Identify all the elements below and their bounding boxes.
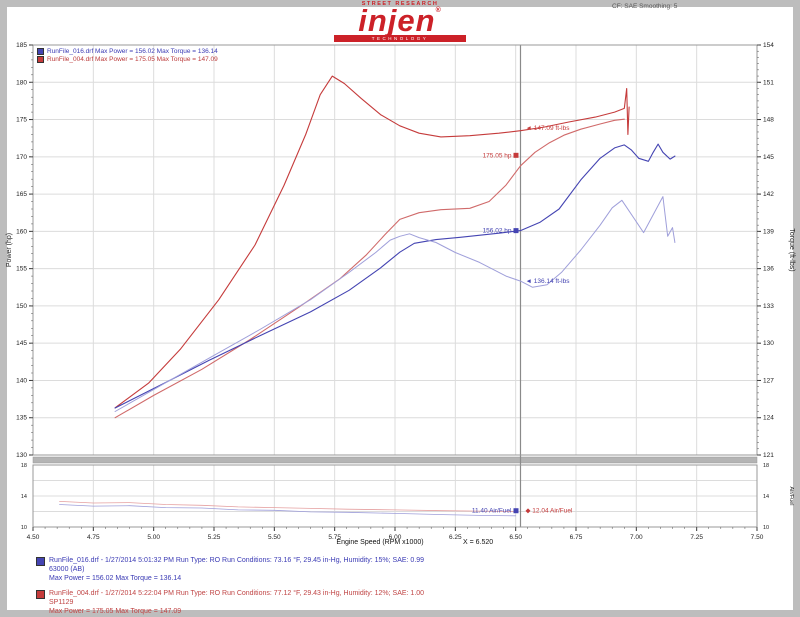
legend-blue-text: RunFile_016.drf Max Power = 156.02 Max T…: [47, 47, 218, 55]
annotation-blue: 11.40 Air/Fuel: [472, 508, 512, 515]
series-red_torque: [114, 75, 630, 409]
x-tick-label: 6.75: [570, 534, 583, 541]
power-tick-label: 130: [16, 452, 27, 459]
torque-tick-label: 154: [763, 42, 774, 49]
x-tick-label: 5.00: [147, 534, 160, 541]
annotation-blue: 156.02 hp: [483, 228, 512, 235]
x-tick-label: 6.50: [509, 534, 522, 541]
torque-tick-label: 133: [763, 303, 774, 310]
chart-separator: [32, 456, 758, 464]
registered-mark-icon: ®: [435, 6, 442, 14]
x-tick-label: 7.50: [751, 534, 764, 541]
x-tick-label: 4.50: [27, 534, 40, 541]
legend-row-red: RunFile_004.drf Max Power = 175.05 Max T…: [37, 55, 218, 63]
injen-logo: STREET RESEARCH injen® TECHNOLOGY: [320, 1, 480, 42]
power-tick-label: 185: [16, 42, 27, 49]
torque-tick-label: 145: [763, 154, 774, 161]
power-tick-label: 135: [16, 415, 27, 422]
torque-tick-label: 139: [763, 228, 774, 235]
afr-tick-label: 14: [21, 494, 27, 500]
annotation-blue: ◄ 136.14 ft-lbs: [525, 278, 570, 285]
torque-axis-title: Torque (ft-lbs): [788, 228, 795, 271]
afr-tick-label: 18: [21, 463, 27, 469]
run-blue-line1: RunFile_016.drf - 1/27/2014 5:01:32 PM R…: [49, 557, 425, 564]
logo-street-research-text: STREET RESEARCH: [361, 1, 439, 7]
x-tick-label: 5.50: [268, 534, 281, 541]
power-tick-label: 155: [16, 266, 27, 273]
afr-axis-title: Air/Fuel: [788, 487, 794, 506]
run-info-blue: RunFile_016.drf - 1/27/2014 5:01:32 PM R…: [36, 556, 466, 583]
x-axis-title: Engine Speed (RPM x1000): [336, 539, 423, 546]
torque-tick-label: 151: [763, 79, 774, 86]
run-red-line2: SP1129: [49, 599, 74, 607]
red-run-swatch-icon: [36, 590, 45, 599]
torque-tick-label: 127: [763, 377, 774, 384]
red-run-swatch-icon: [37, 55, 44, 63]
run-red-line3: Max Power = 175.05 Max Torque = 147.09: [49, 608, 182, 616]
legend-red-text: RunFile_004.drf Max Power = 175.05 Max T…: [47, 55, 218, 63]
run-info-red: RunFile_004.drf - 1/27/2014 5:22:04 PM R…: [36, 589, 466, 616]
legend-row-blue: RunFile_016.drf Max Power = 156.02 Max T…: [37, 47, 218, 55]
torque-tick-label: 124: [763, 415, 774, 422]
power-tick-label: 180: [16, 79, 27, 86]
afr-tick-label: 10: [763, 525, 769, 531]
power-tick-label: 170: [16, 154, 27, 161]
x-tick-label: 6.00: [389, 534, 402, 541]
series-afr_red: [59, 500, 517, 512]
blue-run-swatch-icon: [37, 47, 44, 55]
torque-tick-label: 148: [763, 117, 774, 124]
power-tick-label: 160: [16, 228, 27, 235]
power-tick-label: 140: [16, 377, 27, 384]
afr-tick-label: 14: [763, 494, 769, 500]
blue-run-swatch-icon: [36, 557, 45, 566]
power-tick-label: 145: [16, 340, 27, 347]
run-blue-line2: 63000 (AB): [49, 566, 85, 574]
x-tick-label: 7.00: [630, 534, 643, 541]
correction-smoothing-label: CF: SAE Smoothing: 5: [612, 3, 678, 10]
logo-wordmark: injen®: [358, 2, 442, 38]
power-tick-label: 150: [16, 303, 27, 310]
power-tick-label: 175: [16, 117, 27, 124]
annotation-red: 175.05 hp: [483, 152, 512, 159]
x-tick-label: 7.25: [690, 534, 703, 541]
torque-tick-label: 136: [763, 266, 774, 273]
torque-tick-label: 130: [763, 340, 774, 347]
series-blue_power: [114, 143, 676, 409]
annotation-red: ◄ 147.09 ft-lbs: [525, 125, 570, 132]
power-tick-label: 165: [16, 191, 27, 198]
afr-tick-label: 18: [763, 463, 769, 469]
run-red-line1: RunFile_004.drf - 1/27/2014 5:22:04 PM R…: [49, 590, 425, 597]
x-tick-label: 5.75: [328, 534, 341, 541]
chart-legend: RunFile_016.drf Max Power = 156.02 Max T…: [37, 47, 218, 63]
torque-tick-label: 142: [763, 191, 774, 198]
annotation-marker-square: [513, 508, 519, 514]
series-afr_blue: [59, 504, 517, 517]
series-blue_torque: [114, 196, 676, 412]
power-axis-title: Power (hp): [6, 233, 13, 267]
run-blue-line3: Max Power = 156.02 Max Torque = 136.14: [49, 575, 182, 583]
annotation-marker-square: [513, 228, 519, 234]
cursor-readout: X = 6.520: [463, 539, 493, 546]
torque-tick-label: 121: [763, 452, 774, 459]
x-tick-label: 4.75: [87, 534, 100, 541]
x-tick-label: 5.25: [208, 534, 221, 541]
annotation-red: ◆ 12.04 Air/Fuel: [525, 508, 572, 515]
series-red_power: [114, 118, 625, 419]
afr-tick-label: 10: [21, 525, 27, 531]
logo-technology-bar: TECHNOLOGY: [334, 34, 466, 42]
annotation-marker-square: [513, 152, 519, 158]
x-tick-label: 6.25: [449, 534, 462, 541]
